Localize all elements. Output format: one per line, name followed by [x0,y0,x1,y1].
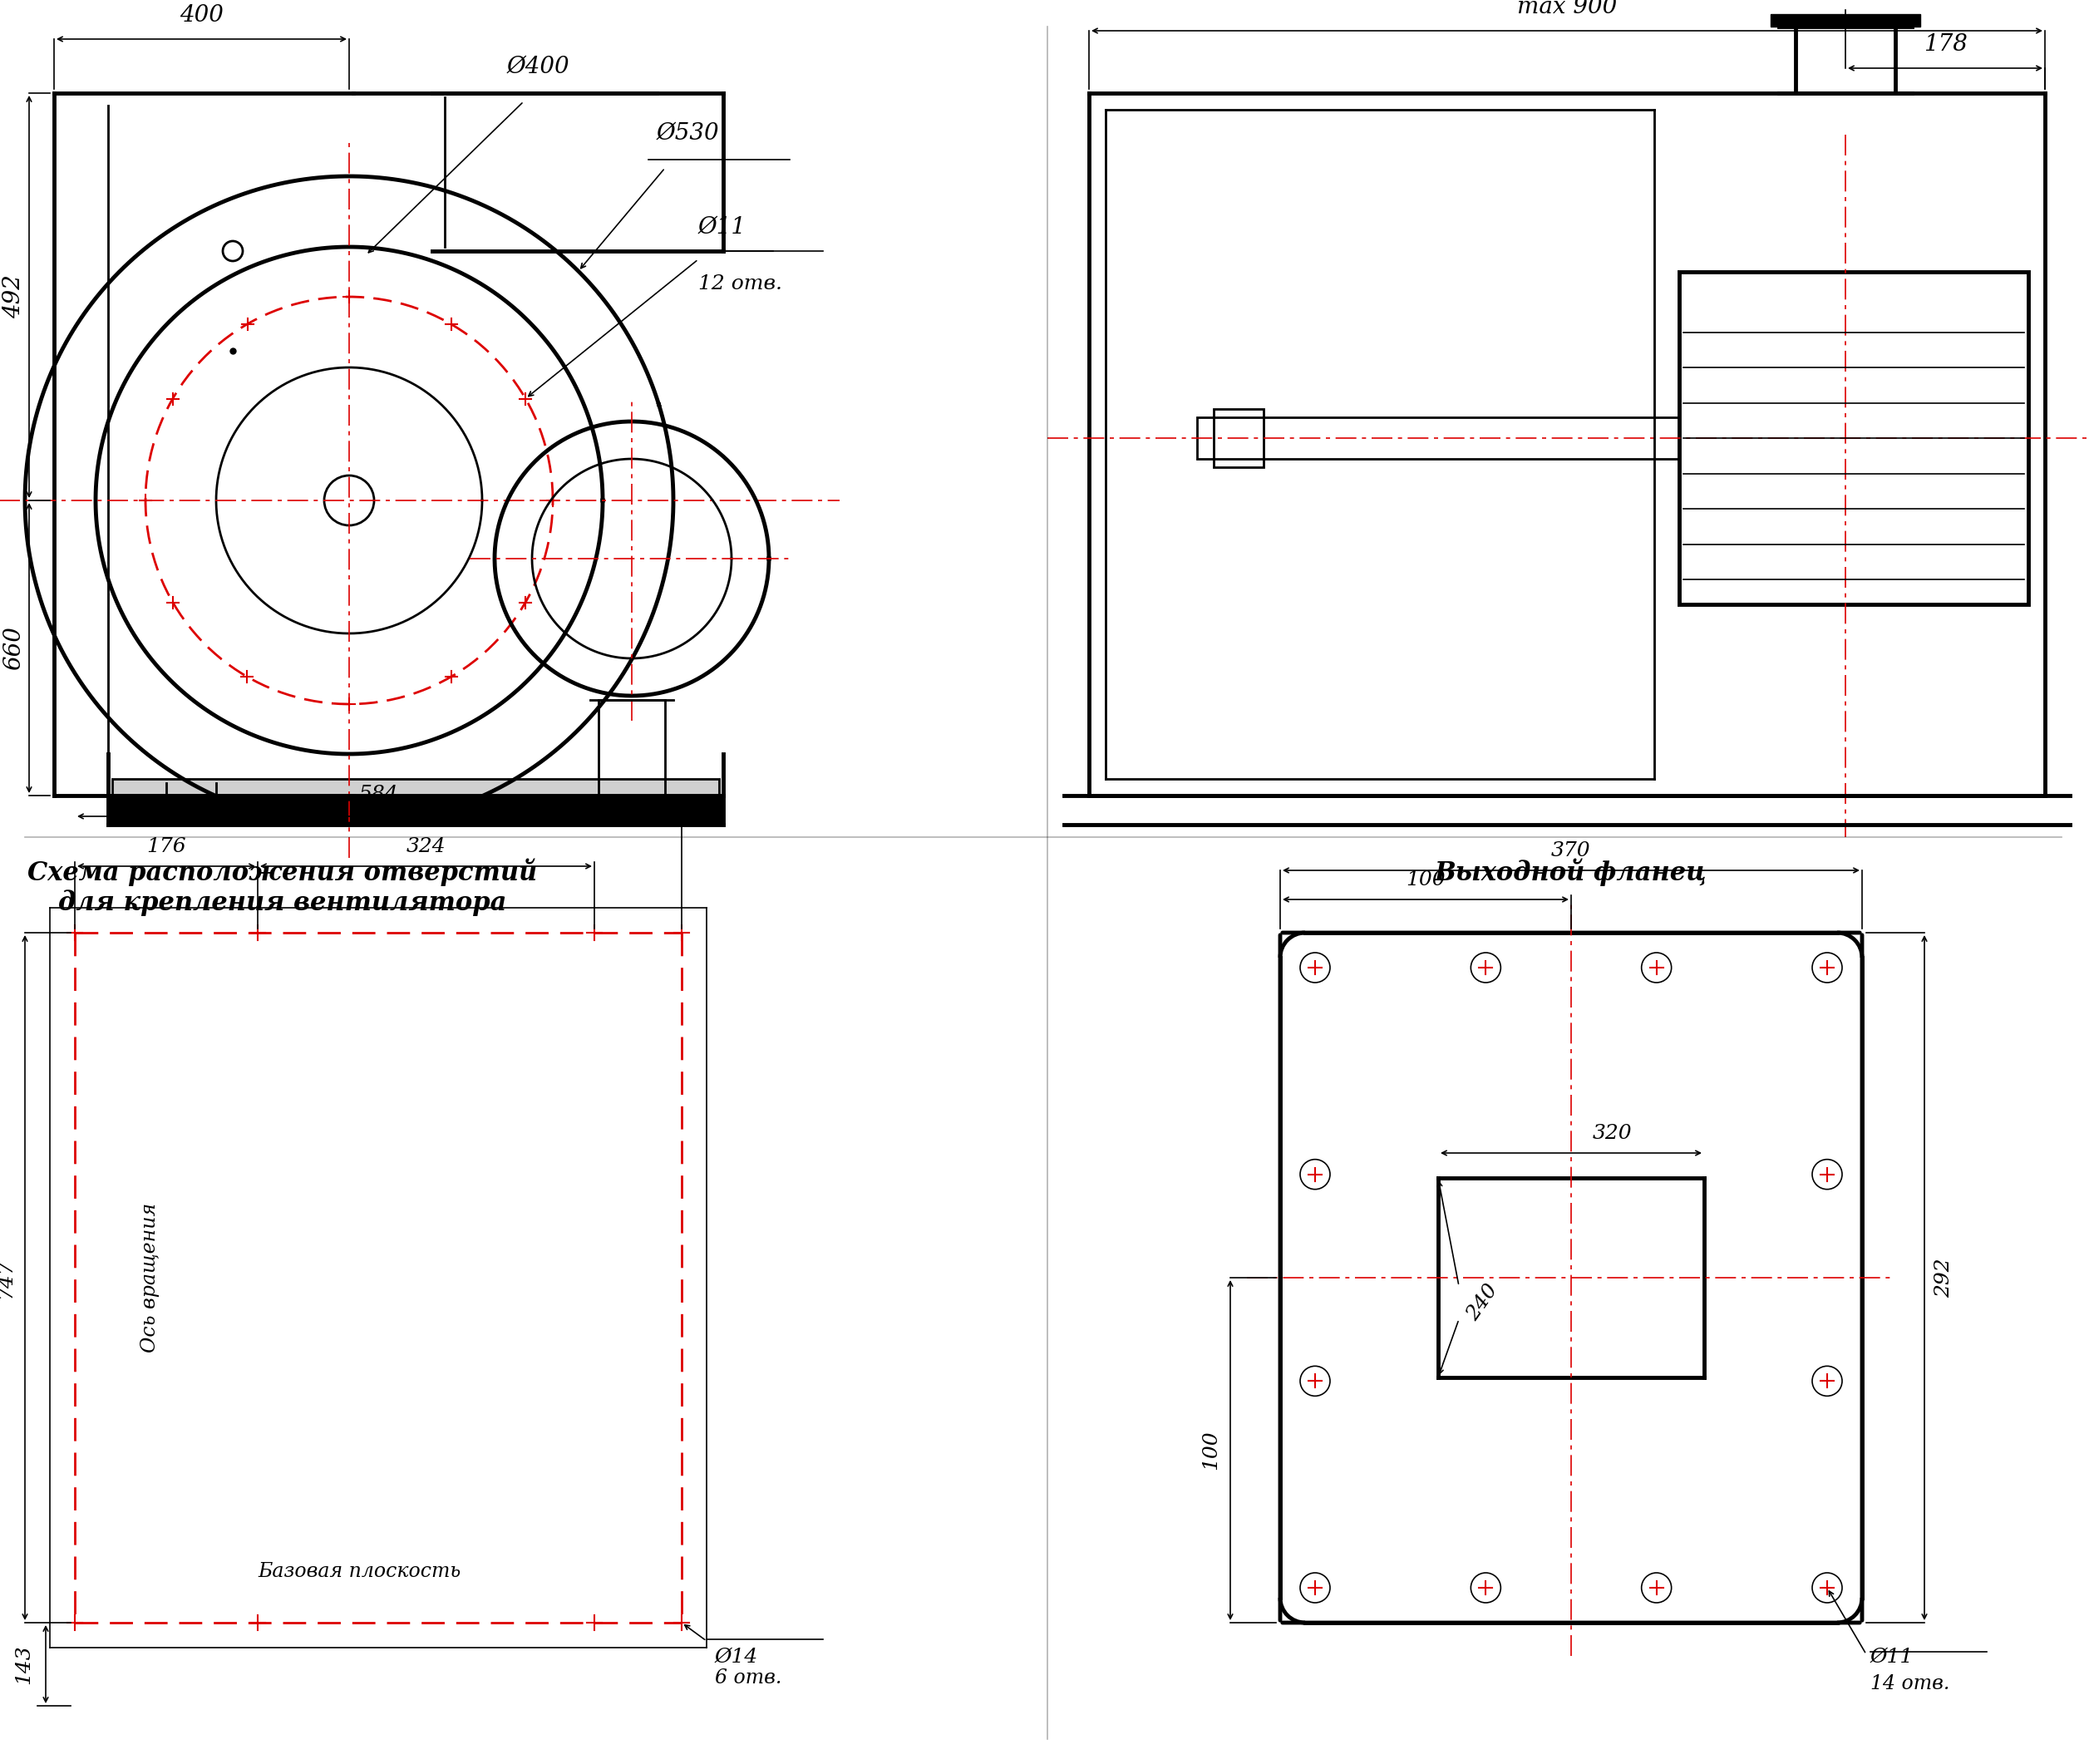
Text: Ø11: Ø11 [698,217,746,238]
Text: 100: 100 [1406,870,1446,889]
Text: Ø11: Ø11 [1870,1648,1914,1667]
Bar [600,700,664,796]
Text: Ø530: Ø530 [656,122,719,145]
Text: 324: 324 [405,838,445,856]
Text: 584: 584 [359,785,399,804]
Text: 100: 100 [1201,1431,1220,1469]
Text: Схема расположения отверстий
для крепления вентилятора: Схема расположения отверстий для креплен… [27,857,537,916]
Text: max 900: max 900 [1517,0,1617,18]
Text: Ø14: Ø14 [714,1648,758,1667]
Bar [1680,272,2028,605]
Text: 492: 492 [2,275,25,319]
Text: 320: 320 [1594,1124,1632,1143]
Text: Выходной фланец: Выходной фланец [1435,857,1707,886]
Text: 747: 747 [0,1258,15,1298]
Text: 178: 178 [1924,34,1968,56]
Text: 370: 370 [1552,841,1592,861]
Text: 176: 176 [146,838,186,856]
Text: 14 отв.: 14 отв. [1870,1674,1949,1693]
Text: Ось вращения: Ось вращения [140,1203,159,1353]
Bar [1197,418,1680,459]
Text: 12 отв.: 12 отв. [698,275,781,293]
Text: 400: 400 [180,4,224,26]
Bar [1771,14,1920,26]
Text: 292: 292 [1934,1258,1953,1298]
Text: Базовая плоскость: Базовая плоскость [257,1561,462,1581]
Bar [109,796,723,824]
Bar [1214,409,1264,467]
Text: 143: 143 [15,1644,33,1685]
Bar [113,780,719,796]
Text: 660: 660 [2,626,25,670]
Text: Ø400: Ø400 [508,56,570,78]
Text: 6 отв.: 6 отв. [714,1669,781,1688]
Text: 240: 240 [1462,1281,1502,1325]
